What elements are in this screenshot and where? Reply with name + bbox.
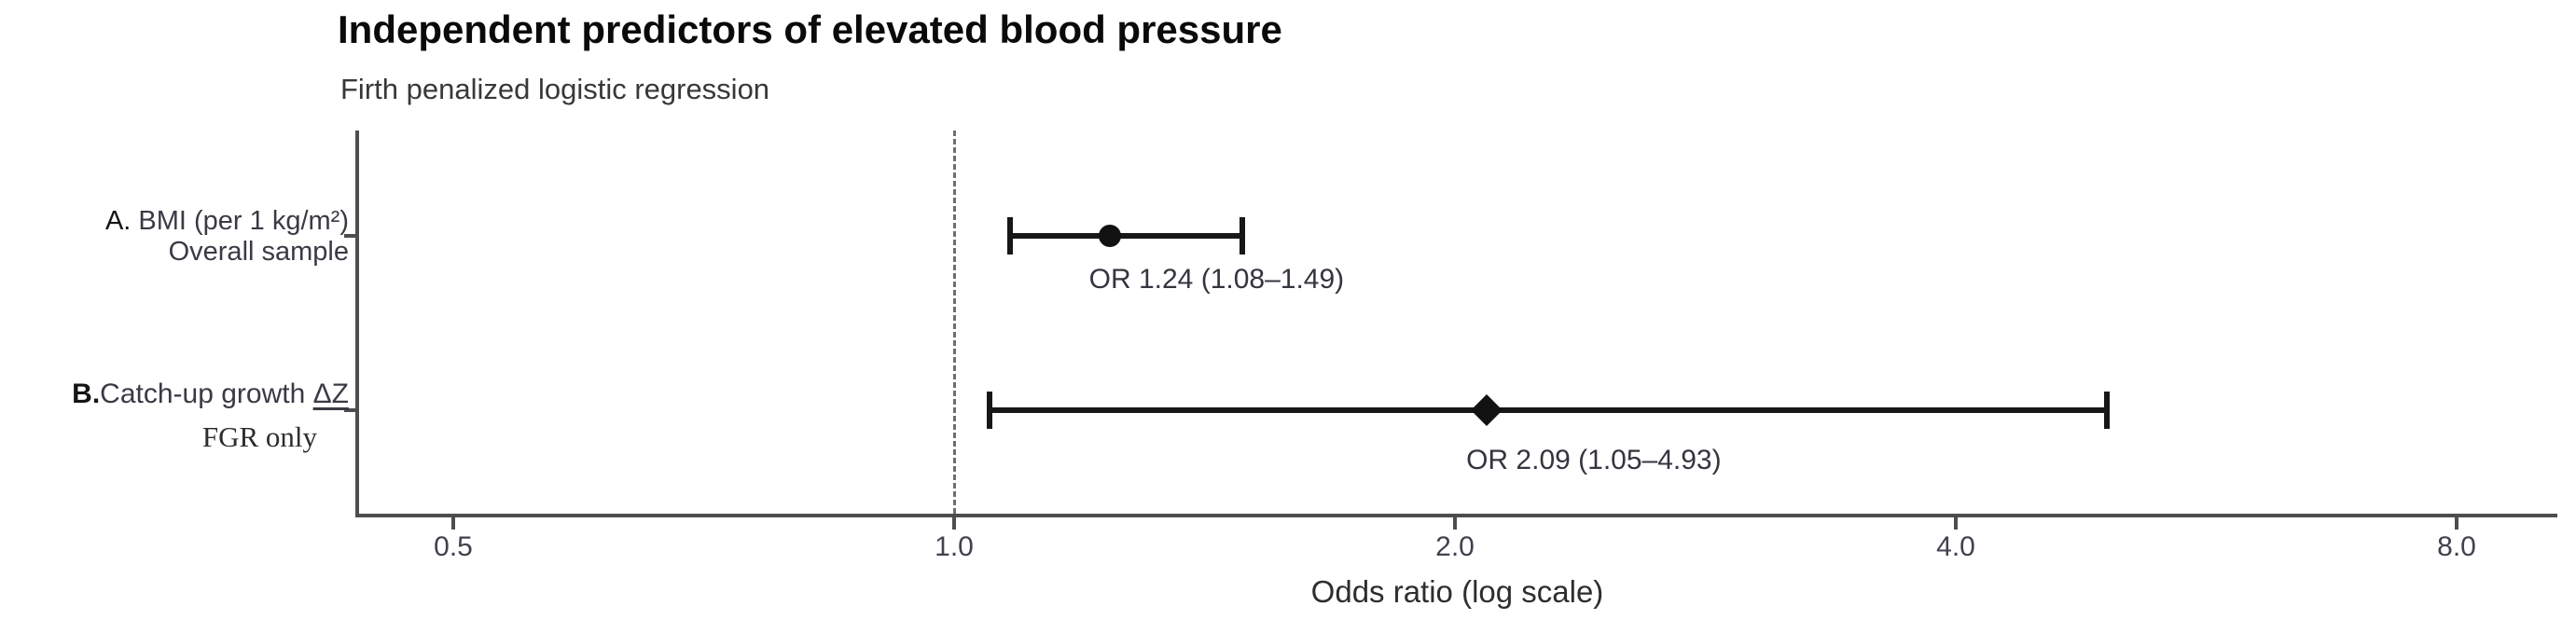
point-estimate-marker — [1471, 394, 1503, 426]
predictor-text: BMI (per 1 kg/m²) — [138, 206, 349, 236]
x-tick-label: 4.0 — [1936, 531, 1975, 562]
ci-cap-left — [986, 392, 992, 429]
predictor-label: B.Catch-up growth ΔZ — [72, 379, 349, 409]
row-label-catch-up-growth: B.Catch-up growth ΔZ FGR only — [72, 379, 349, 452]
y-tick — [344, 234, 357, 238]
x-tick — [451, 517, 455, 530]
predictor-label: A. BMI (per 1 kg/m²) — [105, 206, 349, 237]
chart-subtitle: Firth penalized logistic regression — [340, 73, 770, 105]
confidence-interval-line — [989, 407, 2107, 413]
reference-line-or-1 — [952, 131, 956, 514]
predictor-text: Catch-up growth — [100, 378, 313, 409]
panel-letter: A. — [104, 206, 139, 236]
y-tick — [344, 408, 357, 412]
x-tick-label: 2.0 — [1435, 531, 1475, 562]
x-tick — [952, 517, 956, 530]
x-axis-label: Odds ratio (log scale) — [1310, 574, 1604, 609]
or-annotation: OR 2.09 (1.05–4.93) — [1466, 445, 1722, 475]
x-tick — [2455, 517, 2458, 530]
or-annotation: OR 1.24 (1.08–1.49) — [1088, 264, 1345, 295]
x-tick-label: 1.0 — [935, 531, 974, 562]
x-tick — [1954, 517, 1958, 530]
ci-cap-right — [2103, 392, 2110, 429]
ci-cap-right — [1239, 217, 1245, 255]
y-axis-line — [355, 131, 359, 517]
subgroup-label: Overall sample — [168, 237, 349, 267]
x-axis-line — [357, 514, 2557, 517]
subgroup-label: FGR only — [201, 420, 317, 453]
ci-cap-left — [1006, 217, 1013, 255]
confidence-interval-line — [1009, 233, 1242, 239]
predictor-underlined-text: ΔZ — [312, 378, 349, 409]
x-tick-label: 0.5 — [434, 531, 473, 562]
x-tick-label: 8.0 — [2437, 531, 2476, 562]
point-estimate-marker — [1098, 225, 1121, 247]
row-label-bmi: A. BMI (per 1 kg/m²) Overall sample — [105, 206, 349, 268]
chart-title: Independent predictors of elevated blood… — [338, 7, 1282, 51]
x-tick — [1453, 517, 1457, 530]
panel-letter: B. — [72, 378, 101, 409]
